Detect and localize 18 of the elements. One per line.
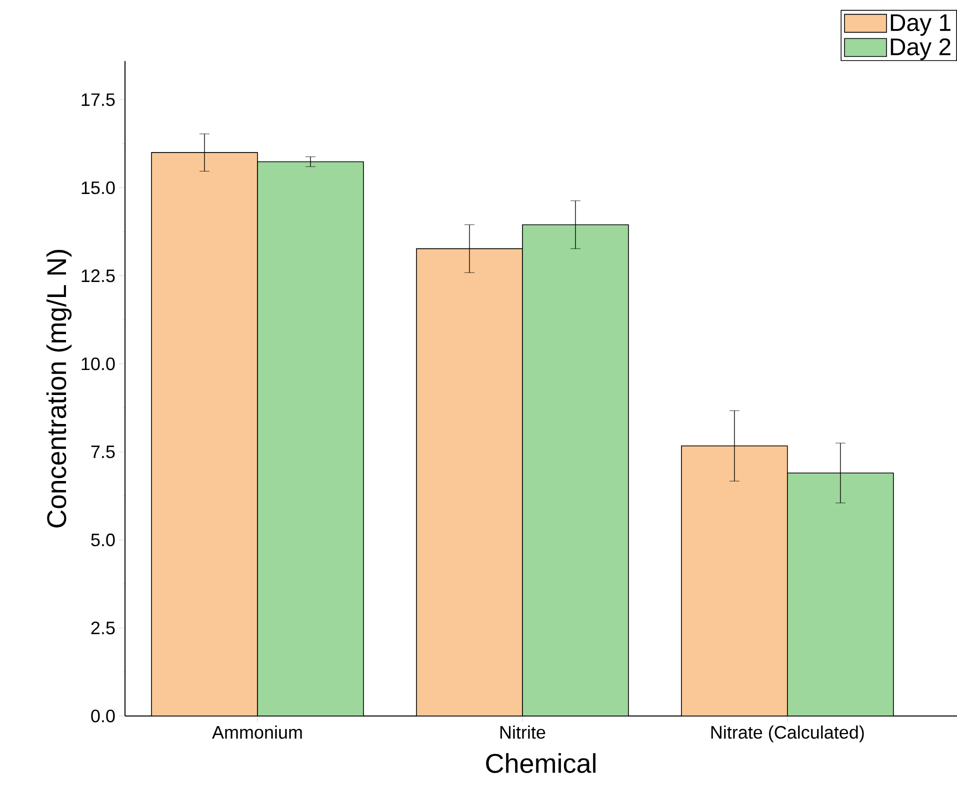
bar xyxy=(522,224,629,716)
legend-label: Day 1 xyxy=(890,14,950,36)
bar xyxy=(257,161,364,716)
legend-label: Day 2 xyxy=(890,38,950,60)
x-tick-label: Ammonium xyxy=(212,726,302,739)
x-axis-title: Chemical xyxy=(486,753,596,773)
y-tick-label: 7.5 xyxy=(91,446,115,458)
y-tick-label: 2.5 xyxy=(91,622,115,634)
x-tick-label: Nitrate (Calculated) xyxy=(711,726,864,742)
y-tick-label: 15.0 xyxy=(82,181,115,194)
y-tick-label: 17.5 xyxy=(82,93,115,106)
y-tick-label: 10.0 xyxy=(82,357,115,370)
bar xyxy=(787,472,894,716)
x-tick-label: Nitrite xyxy=(500,726,546,739)
y-tick-label: 5.0 xyxy=(91,534,115,546)
y-tick-label: 0.0 xyxy=(91,710,115,722)
y-tick-label: 12.5 xyxy=(82,269,115,282)
y-axis-title: Concentration (mg/L N) xyxy=(46,250,72,528)
